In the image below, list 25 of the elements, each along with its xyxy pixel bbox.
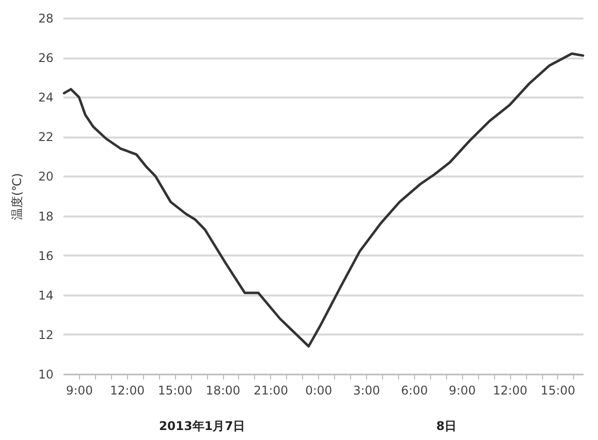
x-tick-label: 18:00 [206,384,240,398]
line-series [62,52,584,348]
y-tick-label: 20 [38,170,54,184]
x-tick-label: 9:00 [448,384,476,398]
x-tick-label: 15:00 [540,384,576,398]
x-tick-label: 12:00 [492,384,528,398]
y-tick-label: 12 [38,328,54,342]
y-tick-label: 10 [38,368,54,382]
x-tick-label: 12:00 [110,384,145,398]
x-tick-label: 9:00 [66,384,93,398]
text: 8日 [436,418,457,435]
y-tick-label: 16 [38,248,54,263]
x-tick-label: 21:00 [254,384,288,398]
y-tick-label: 26 [38,51,54,66]
y-tick-label: 14 [38,288,54,302]
y-axis-title: 温度(℃) [10,173,24,220]
text: 2013年1月7日 [158,418,246,435]
x-tick-label: 3:00 [353,384,380,398]
y-tick-label: 18 [38,209,54,224]
y-tick-label: 24 [38,90,54,105]
y-tick-label: 22 [38,130,54,144]
x-tick-label: 6:00 [400,384,428,398]
y-tick-label: 28 [38,12,54,26]
x-tick-label: 15:00 [158,384,192,398]
x-tick-label: 0:00 [305,384,332,398]
